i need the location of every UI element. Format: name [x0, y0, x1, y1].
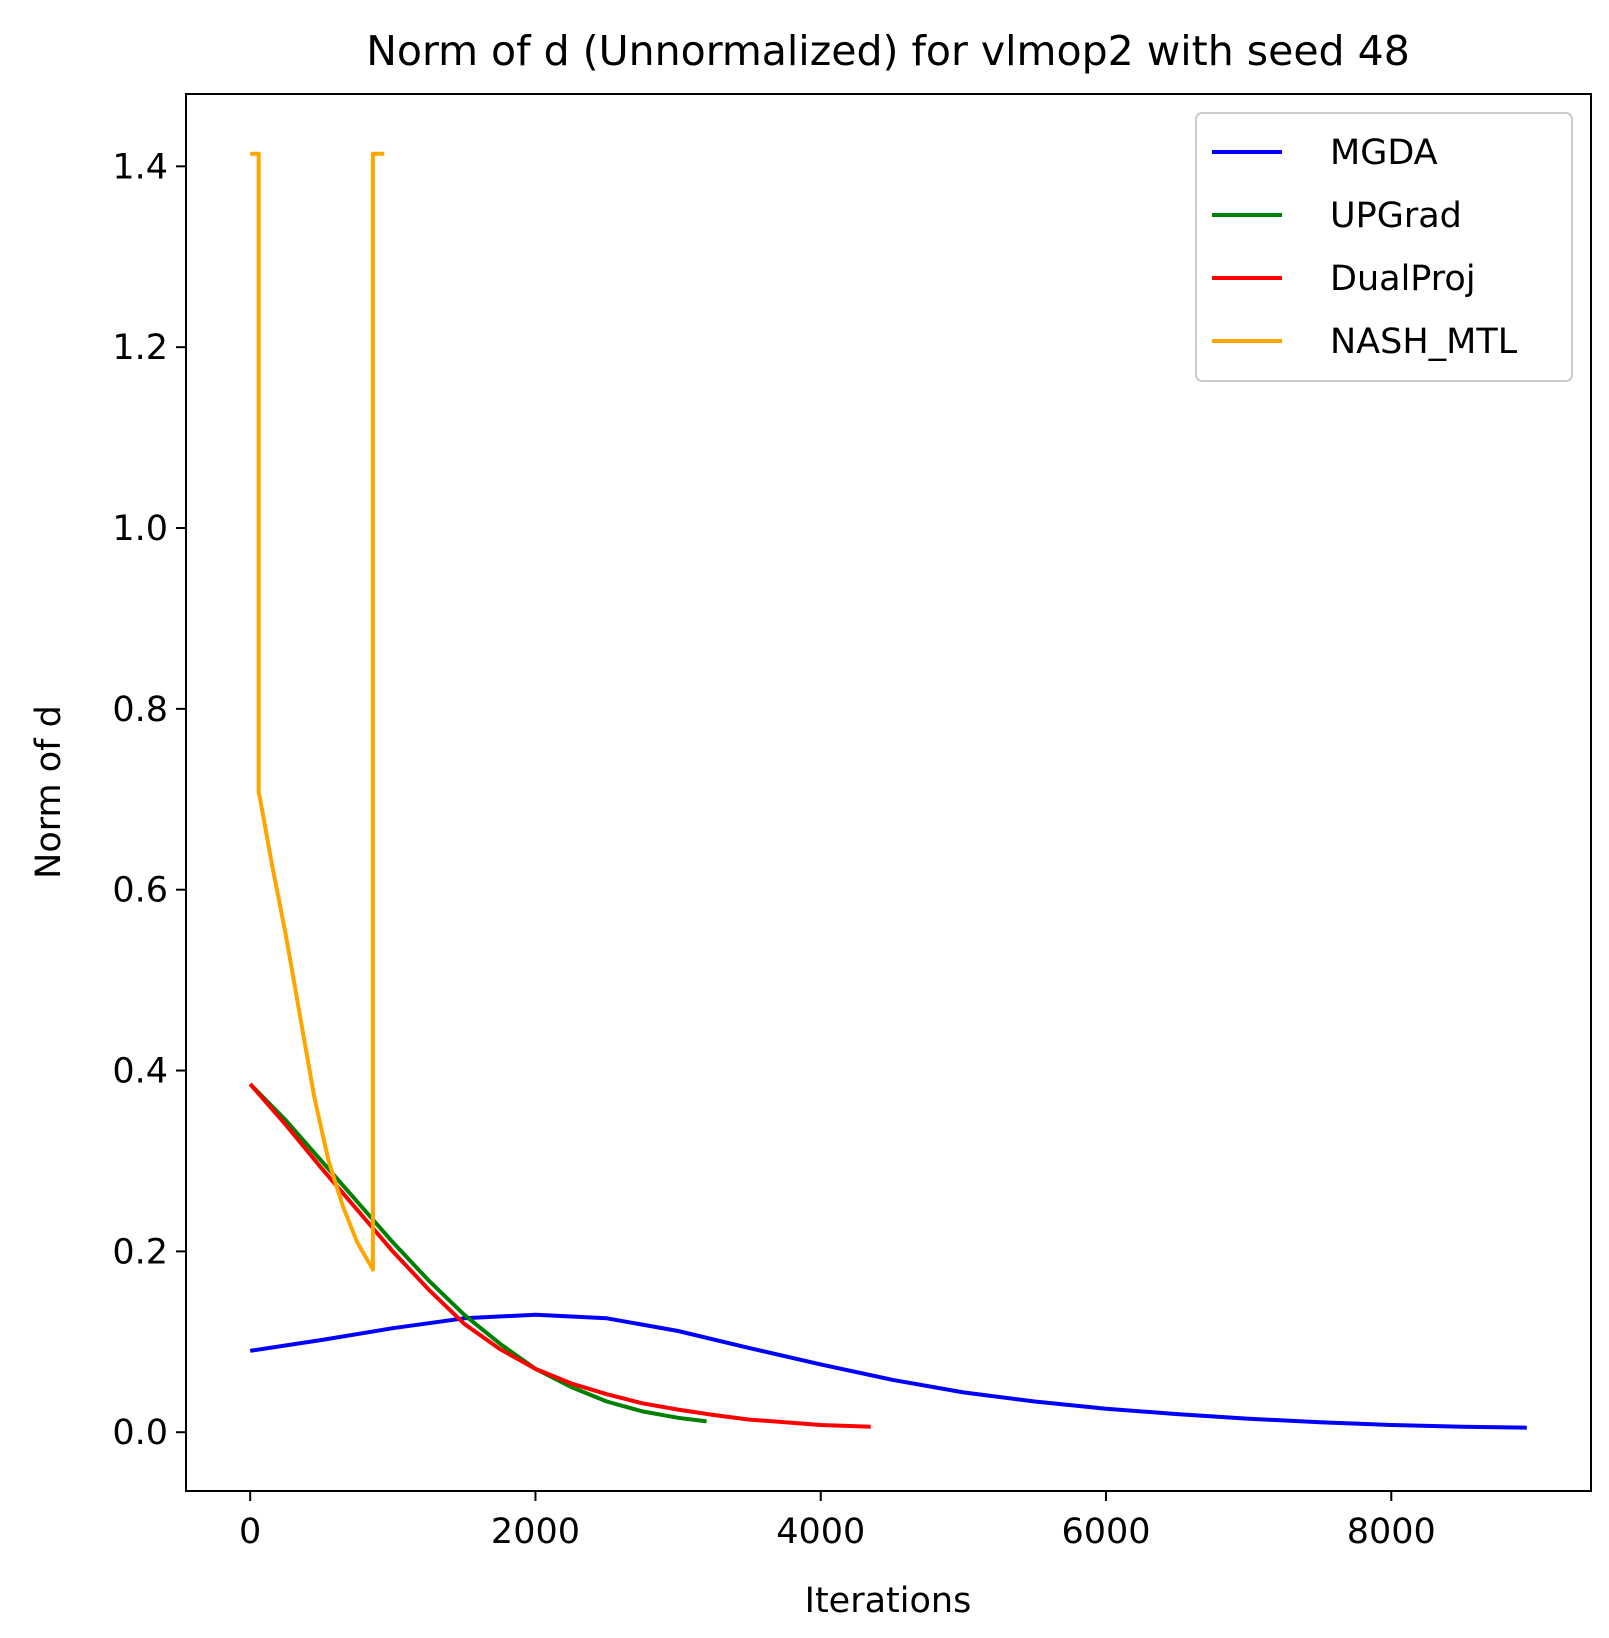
- x-tick-label: 2000: [491, 1512, 580, 1552]
- y-tick-label: 1.0: [112, 509, 168, 549]
- x-tick-label: 0: [239, 1512, 261, 1552]
- series-line-dualproj: [248, 1082, 871, 1429]
- series-line-nash-mtl: [250, 151, 385, 1272]
- y-tick-label: 0.2: [112, 1232, 168, 1272]
- series-line-mgda: [249, 1312, 1527, 1430]
- legend-label: DualProj: [1330, 259, 1476, 299]
- legend-label: MGDA: [1330, 133, 1438, 173]
- y-tick-label: 0.6: [112, 871, 168, 911]
- x-tick-label: 4000: [776, 1512, 865, 1552]
- y-tick-label: 0.0: [112, 1413, 168, 1453]
- y-tick-label: 0.8: [112, 690, 168, 730]
- y-axis-label: Norm of d: [29, 705, 69, 879]
- plot-frame: [185, 93, 1592, 1492]
- legend-label: NASH_MTL: [1330, 322, 1518, 362]
- series-line-upgrad: [248, 1082, 707, 1424]
- x-axis-label: Iterations: [805, 1581, 972, 1621]
- series-layer: [248, 151, 1527, 1430]
- y-tick-label: 0.4: [112, 1052, 168, 1092]
- x-tick-label: 8000: [1347, 1512, 1436, 1552]
- x-axis: 0 2000 4000 6000 8000: [239, 1491, 1436, 1552]
- y-tick-label: 1.2: [112, 328, 168, 368]
- legend-label: UPGrad: [1330, 196, 1462, 236]
- plot-area: [248, 151, 1527, 1430]
- x-tick-label: 6000: [1061, 1512, 1150, 1552]
- y-axis: 0.0 0.2 0.4 0.6 0.8 1.0 1.2 1.4: [112, 147, 186, 1453]
- y-tick-label: 1.4: [112, 147, 168, 187]
- chart-title: Norm of d (Unnormalized) for vlmop2 with…: [366, 27, 1410, 75]
- legend: MGDA UPGrad DualProj NASH_MTL: [1195, 112, 1573, 382]
- legend-box: [1195, 112, 1573, 382]
